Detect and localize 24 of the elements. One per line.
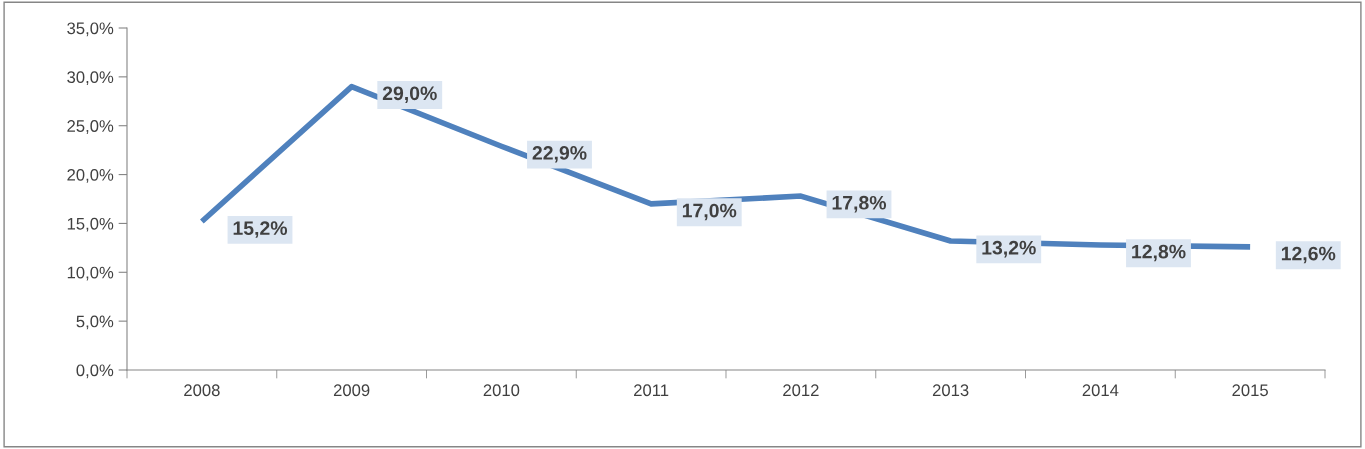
data-label: 29,0%	[382, 86, 437, 103]
x-tick-label: 2014	[1082, 384, 1119, 397]
y-tick-label: 10,0%	[67, 266, 114, 281]
data-label: 17,8%	[832, 195, 887, 213]
y-tick-label: 5,0%	[76, 315, 114, 330]
data-label: 12,8%	[1132, 244, 1186, 262]
y-tick-label: 30,0%	[67, 71, 114, 86]
y-tick-label: 25,0%	[67, 120, 114, 134]
x-tick-label: 2009	[333, 384, 370, 397]
x-tick-label: 2011	[634, 384, 669, 397]
y-tick-label: 35,0%	[67, 22, 114, 37]
x-tick-label: 2013	[932, 384, 969, 397]
y-tick-label: 15,0%	[67, 217, 114, 232]
data-label: 17,0%	[682, 203, 737, 221]
x-tick-label: 2008	[184, 384, 220, 397]
x-tick-label: 2012	[783, 384, 819, 397]
data-label: 15,2%	[233, 221, 288, 238]
x-tick-label: 2015	[1232, 384, 1268, 397]
data-label: 22,9%	[532, 146, 587, 163]
y-tick-label: 0,0%	[76, 364, 114, 379]
data-label: 12,6%	[1281, 246, 1336, 264]
x-tick-label: 2010	[483, 384, 520, 397]
data-label: 13,2%	[982, 240, 1036, 258]
y-tick-label: 20,0%	[67, 168, 114, 183]
